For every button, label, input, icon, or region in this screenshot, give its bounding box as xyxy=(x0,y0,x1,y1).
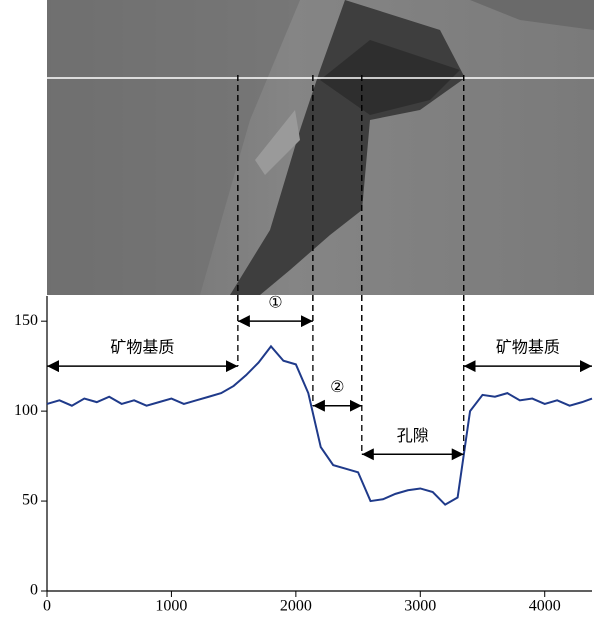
annotation-label: 孔隙 xyxy=(397,426,429,445)
x-tick-label: 0 xyxy=(43,598,51,615)
y-tick-label: 0 xyxy=(30,582,38,599)
annotation-label: ① xyxy=(268,293,282,312)
x-tick-label: 4000 xyxy=(529,598,561,615)
x-tick-label: 2000 xyxy=(280,598,312,615)
micrograph xyxy=(47,0,594,295)
y-tick-label: 150 xyxy=(14,312,38,329)
annotation-label: ② xyxy=(330,377,344,396)
y-tick-label: 50 xyxy=(22,492,38,509)
y-tick-label: 100 xyxy=(14,402,38,419)
annotation-label: 矿物基质 xyxy=(110,338,174,357)
annotation-label: 矿物基质 xyxy=(496,338,560,357)
figure: 0 50 100 150 0 1000 2000 3000 4000 矿物基质 ① ② 孔隙 矿物基质 xyxy=(0,0,594,619)
x-tick-label: 1000 xyxy=(155,598,187,615)
x-tick-label: 3000 xyxy=(404,598,436,615)
